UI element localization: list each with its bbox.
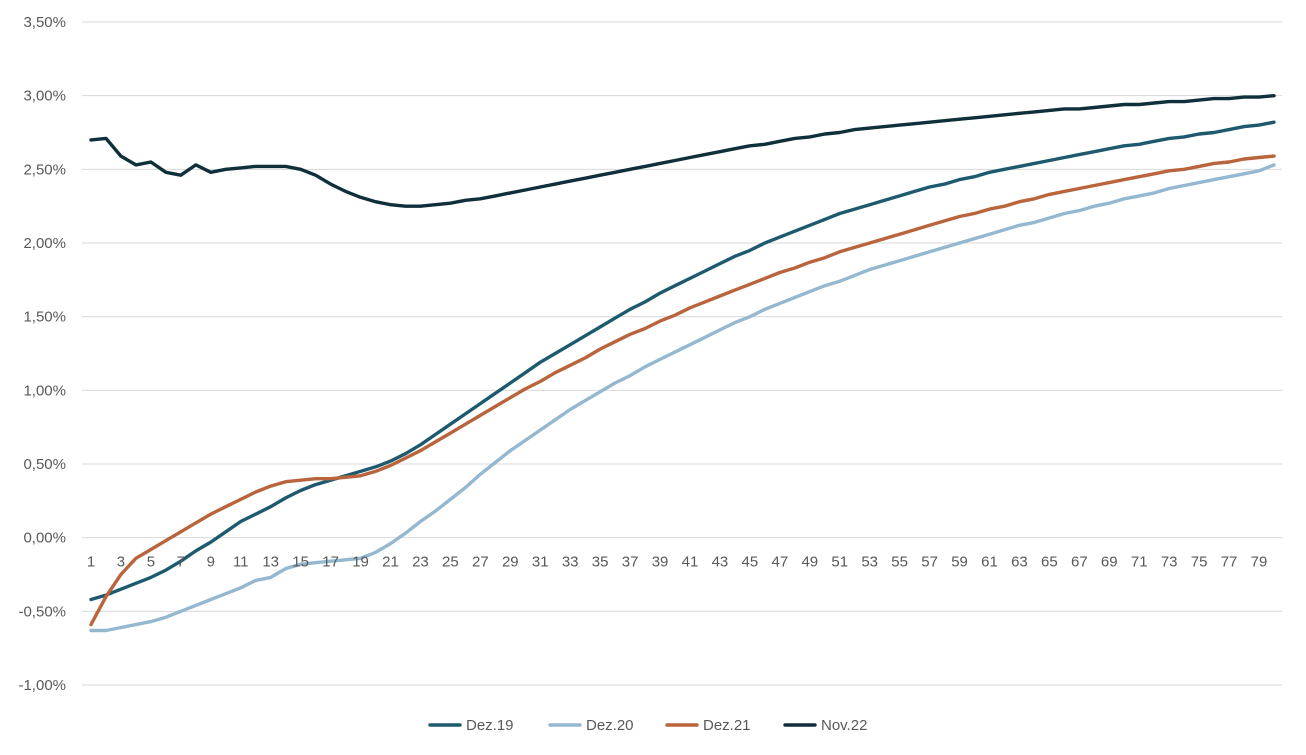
x-tick-label: 55 bbox=[891, 554, 908, 571]
legend-item: Dez.20 bbox=[548, 717, 634, 734]
x-tick-label: 25 bbox=[442, 554, 459, 571]
legend-item: Dez.19 bbox=[428, 717, 514, 734]
series-line-nov-22 bbox=[89, 93, 1276, 208]
y-tick-label: 1,50% bbox=[23, 309, 66, 326]
legend-label: Dez.19 bbox=[466, 717, 514, 734]
x-tick-label: 41 bbox=[682, 554, 699, 571]
legend-item: Nov.22 bbox=[783, 717, 867, 734]
series-line-dez-20 bbox=[89, 163, 1276, 633]
y-tick-label: 3,50% bbox=[23, 14, 66, 31]
x-axis-tick-labels: 1 3 5 7 9 11 13 15 17 19 21 23 25 27 29 31 33 35 37 39 41 43 4… bbox=[87, 554, 1268, 571]
legend-label: Nov.22 bbox=[821, 717, 867, 734]
series-line-dez-21 bbox=[89, 154, 1276, 627]
x-tick-label: 49 bbox=[801, 554, 818, 571]
x-tick-label: 15 bbox=[292, 554, 309, 571]
x-tick-label: 45 bbox=[742, 554, 759, 571]
y-tick-label: -1,00% bbox=[18, 677, 66, 694]
x-tick-label: 37 bbox=[622, 554, 639, 571]
x-tick-label: 61 bbox=[981, 554, 998, 571]
x-tick-label: 5 bbox=[147, 554, 155, 571]
x-tick-label: 1 bbox=[87, 554, 95, 571]
series-line-dez-19 bbox=[89, 120, 1276, 602]
x-tick-label: 51 bbox=[831, 554, 848, 571]
x-tick-label: 23 bbox=[412, 554, 429, 571]
x-tick-label: 29 bbox=[502, 554, 519, 571]
x-tick-label: 3 bbox=[117, 554, 125, 571]
x-tick-label: 47 bbox=[771, 554, 788, 571]
x-tick-label: 77 bbox=[1221, 554, 1238, 571]
x-tick-label: 79 bbox=[1251, 554, 1268, 571]
y-tick-label: 2,00% bbox=[23, 235, 66, 252]
x-tick-label: 63 bbox=[1011, 554, 1028, 571]
series-lines bbox=[89, 93, 1276, 633]
y-tick-label: 3,00% bbox=[23, 88, 66, 105]
legend-label: Dez.21 bbox=[703, 717, 751, 734]
y-tick-label: 1,00% bbox=[23, 382, 66, 399]
x-tick-label: 57 bbox=[921, 554, 938, 571]
x-tick-label: 43 bbox=[712, 554, 729, 571]
x-tick-label: 75 bbox=[1191, 554, 1208, 571]
x-tick-label: 69 bbox=[1101, 554, 1118, 571]
x-tick-label: 13 bbox=[262, 554, 279, 571]
x-tick-label: 59 bbox=[951, 554, 968, 571]
x-tick-label: 11 bbox=[233, 554, 249, 571]
x-tick-label: 19 bbox=[352, 554, 369, 571]
x-tick-label: 7 bbox=[177, 554, 185, 571]
x-tick-label: 65 bbox=[1041, 554, 1058, 571]
gridlines bbox=[82, 21, 1282, 686]
x-tick-label: 39 bbox=[652, 554, 669, 571]
x-tick-label: 35 bbox=[592, 554, 609, 571]
x-tick-label: 71 bbox=[1131, 554, 1148, 571]
x-tick-label: 67 bbox=[1071, 554, 1088, 571]
x-tick-label: 17 bbox=[322, 554, 339, 571]
y-axis-tick-labels: -1,00% -0,50% 0,00% 0,50% 1,00% 1,50% 2,00% 2,5… bbox=[18, 14, 66, 694]
legend-label: Dez.20 bbox=[586, 717, 634, 734]
x-tick-label: 73 bbox=[1161, 554, 1178, 571]
y-tick-label: -0,50% bbox=[18, 603, 66, 620]
y-tick-label: 0,50% bbox=[23, 456, 66, 473]
x-tick-label: 27 bbox=[472, 554, 489, 571]
x-tick-label: 33 bbox=[562, 554, 579, 571]
y-tick-label: 2,50% bbox=[23, 161, 66, 178]
x-tick-label: 21 bbox=[382, 554, 399, 571]
x-tick-label: 9 bbox=[207, 554, 215, 571]
legend: Dez.19 Dez.20 Dez.21 Nov.22 bbox=[428, 717, 867, 734]
y-tick-label: 0,00% bbox=[23, 530, 66, 547]
x-tick-label: 53 bbox=[861, 554, 878, 571]
x-tick-label: 31 bbox=[532, 554, 549, 571]
legend-item: Dez.21 bbox=[665, 717, 751, 734]
